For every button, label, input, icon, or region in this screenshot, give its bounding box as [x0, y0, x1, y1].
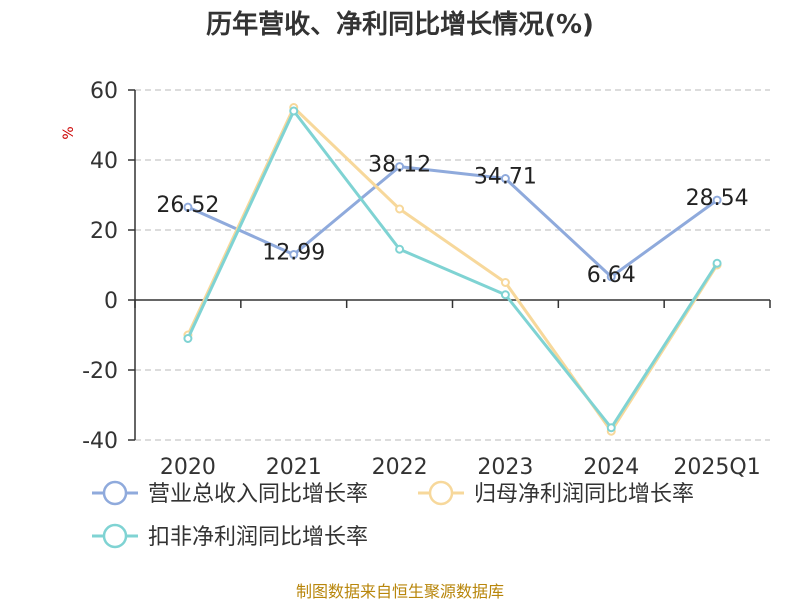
axes: 60 40 20 0 -20 -40 2020 2021 2022 2023 2024 2025Q1 [82, 79, 771, 480]
chart-title: 历年营收、净利同比增长情况(%) [206, 10, 594, 40]
data-point [712, 195, 722, 205]
y-tick-label: 20 [90, 219, 118, 244]
series-line [187, 165, 718, 279]
data-point [395, 244, 405, 254]
series-line [186, 109, 719, 430]
data-label: 28.54 [686, 186, 749, 211]
data-point [395, 204, 405, 214]
data-label: 38.12 [368, 153, 431, 178]
data-point [183, 334, 193, 343]
y-tick-label: 60 [90, 79, 118, 104]
legend-item: 扣非净利润同比增长率 [92, 523, 368, 550]
y-tick-label: -40 [82, 429, 118, 454]
series-group [183, 103, 722, 436]
y-tick-label: 0 [104, 289, 118, 314]
x-tick-label: 2022 [372, 455, 428, 480]
y-tick-label: -20 [82, 359, 118, 384]
legend-item: 归母净利润同比增长率 [418, 480, 694, 507]
data-label: 12.99 [262, 241, 325, 266]
y-axis-label: % [61, 126, 77, 139]
data-point [606, 423, 616, 433]
legend-marker [102, 480, 128, 506]
legend-marker [428, 480, 454, 506]
data-point [289, 106, 299, 116]
series-line [186, 106, 719, 433]
data-point [500, 174, 510, 184]
x-tick-label: 2021 [266, 455, 322, 480]
series-1 [183, 162, 722, 282]
legend-marker [102, 523, 128, 549]
legend-label: 扣非净利润同比增长率 [148, 525, 368, 550]
legend-label: 营业总收入同比增长率 [148, 482, 368, 507]
data-point [183, 202, 193, 212]
x-tick-label: 2023 [477, 455, 533, 480]
data-point [500, 290, 510, 300]
x-tick-label: 2025Q1 [673, 455, 760, 480]
data-label: 6.64 [587, 263, 636, 288]
data-point [500, 278, 510, 287]
data-point [395, 162, 405, 172]
data-label: 34.71 [474, 165, 537, 190]
legend-label: 归母净利润同比增长率 [474, 482, 694, 507]
grid-lines [135, 89, 770, 441]
data-point [289, 250, 299, 260]
y-tick-label: 40 [90, 149, 118, 174]
legend-item: 营业总收入同比增长率 [92, 480, 368, 507]
data-point [712, 258, 722, 268]
data-label: 26.52 [156, 193, 219, 218]
source-footer: 制图数据来自恒生聚源数据库 [295, 582, 504, 601]
x-tick-label: 2024 [583, 455, 639, 480]
data-labels: 26.52 12.99 38.12 34.71 6.64 28.54 [156, 153, 748, 288]
series-3 [183, 106, 722, 433]
data-point [606, 272, 616, 282]
x-tick-label: 2020 [160, 455, 216, 480]
